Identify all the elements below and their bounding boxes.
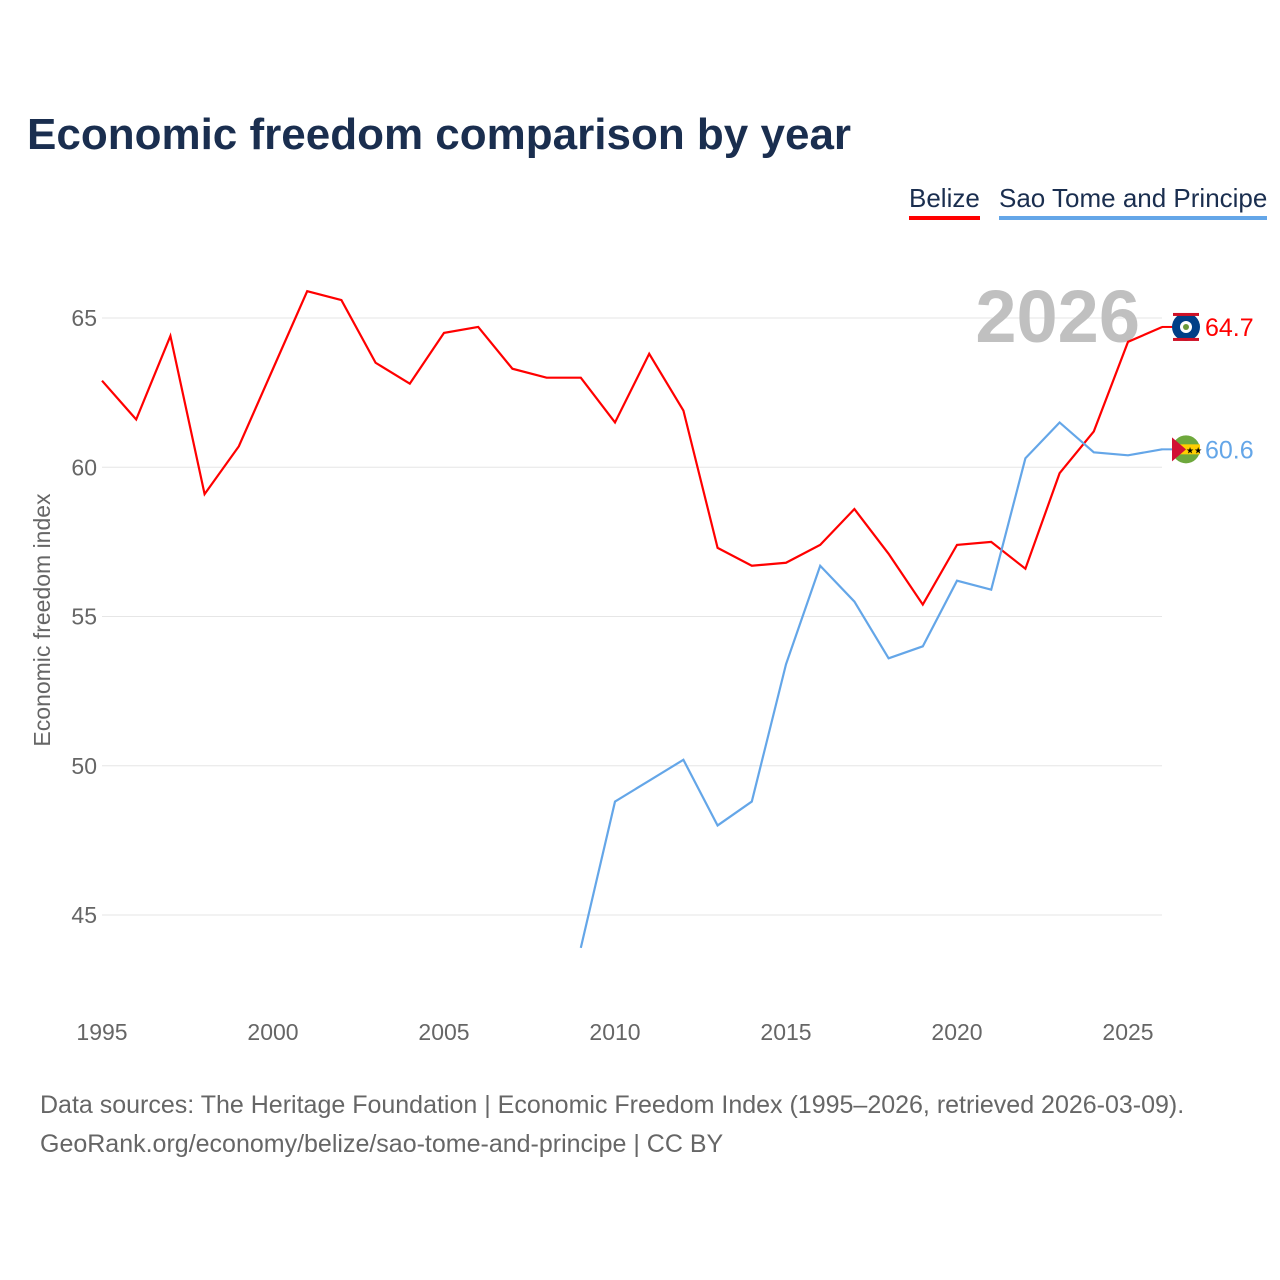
x-tick-label: 2005 (418, 1019, 469, 1045)
x-tick-label: 1995 (76, 1019, 127, 1045)
legend-item-belize[interactable]: Belize (909, 183, 980, 220)
year-watermark: 2026 (975, 275, 1140, 358)
source-line-1: Data sources: The Heritage Foundation | … (40, 1091, 1185, 1119)
x-tick-label: 2015 (760, 1019, 811, 1045)
flag-stripe (1173, 337, 1199, 341)
series-line-belize (101, 289, 1163, 607)
chart-title: Economic freedom comparison by year (27, 110, 852, 159)
source-line-2: GeoRank.org/economy/belize/sao-tome-and-… (40, 1130, 724, 1158)
flag-emblem-center (1183, 323, 1189, 330)
x-tick-label: 2000 (247, 1019, 298, 1045)
x-tick-label: 2025 (1102, 1019, 1153, 1045)
end-value-label: 60.6 (1205, 436, 1254, 464)
y-tick-label: 50 (71, 753, 97, 779)
y-tick-label: 45 (71, 902, 97, 928)
flag-stars: ★★ (1186, 445, 1202, 455)
x-tick-label: 2020 (931, 1019, 982, 1045)
y-axis-label: Economic freedom index (29, 493, 55, 747)
y-tick-label: 55 (71, 604, 97, 630)
flag-triangle (1172, 437, 1186, 462)
y-tick-label: 60 (71, 454, 97, 480)
source-note: Data sources: The Heritage Foundation | … (40, 1086, 1184, 1164)
y-tick-label: 65 (71, 305, 97, 331)
end-value-label: 64.7 (1205, 314, 1254, 342)
legend-item-sao-tome[interactable]: Sao Tome and Principe (999, 183, 1268, 220)
x-tick-label: 2010 (589, 1019, 640, 1045)
series-line-sao-tome (579, 420, 1163, 949)
flag-stripe (1173, 312, 1199, 316)
